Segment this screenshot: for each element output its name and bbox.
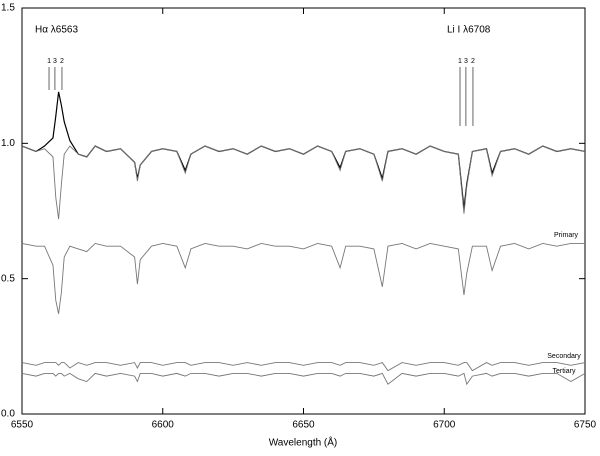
series-label: Primary (554, 232, 579, 239)
x-tick-label: 6700 (433, 420, 456, 431)
line-marker-label: 1 (458, 58, 462, 65)
x-tick-label: 6650 (292, 420, 315, 431)
y-tick-label: 0.0 (1, 409, 15, 420)
line-marker-label: 3 (464, 58, 468, 65)
spectrum-line (21, 242, 585, 314)
spectrum-line (21, 372, 586, 386)
spectrum-line (21, 145, 586, 220)
annotation: Li I λ6708 (447, 25, 491, 36)
x-tick-label: 6750 (574, 420, 597, 431)
y-tick-label: 0.5 (1, 273, 15, 284)
line-marker-label: 2 (60, 58, 64, 65)
spectrum-line (21, 91, 586, 209)
y-tick-label: 1.0 (1, 138, 15, 149)
x-tick-label: 6550 (11, 420, 34, 431)
line-marker-label: 3 (53, 58, 57, 65)
annotation: Hα λ6563 (35, 25, 78, 36)
series-label: Secondary (547, 353, 581, 360)
x-axis-label: Wavelength (Å) (269, 436, 338, 449)
x-tick-label: 6600 (152, 420, 175, 431)
line-marker-label: 1 (47, 58, 51, 65)
spectrum-line (21, 362, 586, 372)
line-marker-label: 2 (471, 58, 475, 65)
series-label: Tertiary (553, 368, 576, 375)
y-tick-label: 1.5 (1, 3, 15, 14)
plot-frame (21, 7, 586, 415)
